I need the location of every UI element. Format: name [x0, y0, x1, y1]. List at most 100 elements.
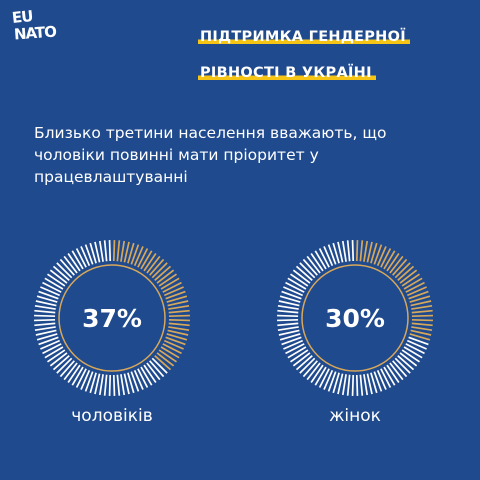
gauge-tick-empty	[94, 373, 101, 395]
gauge-tick-filled	[156, 269, 175, 284]
gauge-men-ring	[34, 240, 190, 396]
gauge-tick-filled	[154, 355, 172, 371]
gauge-tick-empty	[285, 281, 305, 293]
gauge-tick-empty	[149, 360, 165, 378]
gauge-tick-empty	[40, 339, 61, 350]
gauge-tick-empty	[71, 250, 84, 270]
gauge-tick-empty	[59, 258, 75, 276]
gauge-tick-filled	[399, 269, 418, 284]
gauge-tick-empty	[318, 248, 330, 268]
gauge-tick-empty	[285, 343, 305, 355]
gauge-tick-filled	[386, 253, 400, 272]
gauge-tick-filled	[168, 314, 190, 318]
gauge-tick-filled	[355, 240, 359, 262]
gauge-tick-empty	[36, 333, 58, 341]
gauge-tick-empty	[292, 269, 311, 284]
gauge-tick-empty	[42, 281, 62, 293]
gauge-tick-empty	[123, 373, 130, 395]
gauge-tick-filled	[149, 258, 165, 276]
gauge-tick-filled	[405, 281, 425, 293]
gauge-tick-empty	[151, 357, 168, 374]
gauge-tick-empty	[310, 253, 324, 272]
gauge-tick-empty	[351, 240, 355, 262]
gauge-tick-filled	[137, 248, 149, 268]
gauge-tick-empty	[34, 309, 56, 314]
title-line-2: РІВНОСТІ В УКРАЇНІ	[198, 66, 376, 81]
gauge-tick-empty	[332, 372, 340, 394]
gauge-tick-empty	[52, 355, 70, 371]
gauge-tick-empty	[314, 250, 327, 270]
gauge-tick-empty	[281, 336, 302, 346]
gauge-tick-empty	[355, 374, 359, 396]
gauge-tick-empty	[281, 290, 302, 300]
gauge-tick-filled	[165, 290, 186, 300]
gauge-tick-filled	[406, 286, 427, 297]
gauge-tick-empty	[327, 371, 337, 392]
gauge-tick-empty	[34, 314, 56, 318]
title-line-1: ПІДТРИМКА ГЕНДЕРНОЇ	[198, 30, 410, 45]
gauge-tick-empty	[399, 352, 418, 367]
gauge-tick-empty	[397, 355, 415, 371]
gauge-tick-filled	[408, 290, 429, 300]
gauge-tick-empty	[140, 366, 153, 386]
gauge-tick-empty	[310, 364, 324, 383]
gauge-tick-filled	[370, 242, 378, 264]
lead-text: Близько третини населення вважають, що ч…	[34, 124, 387, 186]
gauge-tick-empty	[103, 240, 108, 262]
gauge-tick-empty	[67, 253, 81, 272]
gauge-tick-filled	[151, 262, 168, 279]
gauge-tick-empty	[143, 364, 157, 383]
gauge-tick-filled	[403, 277, 423, 290]
gauge-tick-empty	[108, 240, 112, 262]
logo-line-2: NATO	[13, 22, 57, 44]
gauge-tick-empty	[283, 339, 304, 350]
gauge-tick-filled	[158, 273, 177, 287]
gauge-tick-empty	[279, 333, 301, 341]
gauge-tick-empty	[130, 371, 140, 392]
gauge-tick-filled	[401, 273, 420, 287]
gauge-tick-empty	[295, 265, 313, 281]
gauge-tick-filled	[162, 281, 182, 293]
gauge-tick-filled	[411, 314, 433, 318]
gauge-tick-empty	[406, 339, 427, 350]
gauge-tick-empty	[36, 295, 58, 303]
gauge-tick-empty	[394, 357, 411, 374]
gauge-tick-filled	[123, 241, 130, 263]
gauge-tick-empty	[318, 368, 330, 388]
gauge-tick-empty	[287, 277, 307, 290]
gauge-tick-empty	[67, 364, 81, 383]
gauge-tick-empty	[63, 362, 78, 381]
gauge-tick-empty	[299, 262, 316, 279]
gauge-tick-empty	[278, 329, 300, 336]
gauge-tick-empty	[292, 352, 311, 367]
gauge-tick-filled	[166, 333, 188, 341]
gauge-tick-empty	[137, 368, 149, 388]
gauge-tick-filled	[168, 322, 190, 327]
gauge-men: 37%	[32, 238, 192, 398]
gauge-tick-filled	[168, 309, 190, 314]
gauge-tick-empty	[47, 273, 66, 287]
gauge-tick-filled	[392, 258, 408, 276]
gauge-tick-empty	[47, 349, 66, 363]
gauge-tick-empty	[94, 241, 101, 263]
gauge-tick-filled	[167, 329, 189, 336]
gauge-tick-empty	[383, 366, 396, 386]
gauge-tick-empty	[59, 360, 75, 378]
gauge-tick-empty	[34, 326, 56, 332]
gauge-tick-empty	[359, 374, 364, 396]
gauge-tick-empty	[98, 240, 104, 262]
gauge-tick-empty	[277, 309, 299, 314]
gauge-tick-empty	[42, 343, 62, 355]
gauge-tick-empty	[314, 366, 327, 386]
gauge-tick-empty	[277, 318, 299, 322]
gauge-tick-filled	[154, 265, 172, 281]
gauge-tick-empty	[277, 326, 299, 332]
gauge-tick-filled	[158, 349, 177, 363]
gauge-tick-empty	[103, 374, 108, 396]
gauge-tick-filled	[160, 277, 180, 290]
gauge-tick-empty	[392, 360, 408, 378]
gauge-tick-empty	[112, 374, 116, 396]
gauge-tick-empty	[75, 248, 87, 268]
gauge-tick-empty	[302, 360, 318, 378]
gauge-tick-filled	[168, 318, 190, 322]
